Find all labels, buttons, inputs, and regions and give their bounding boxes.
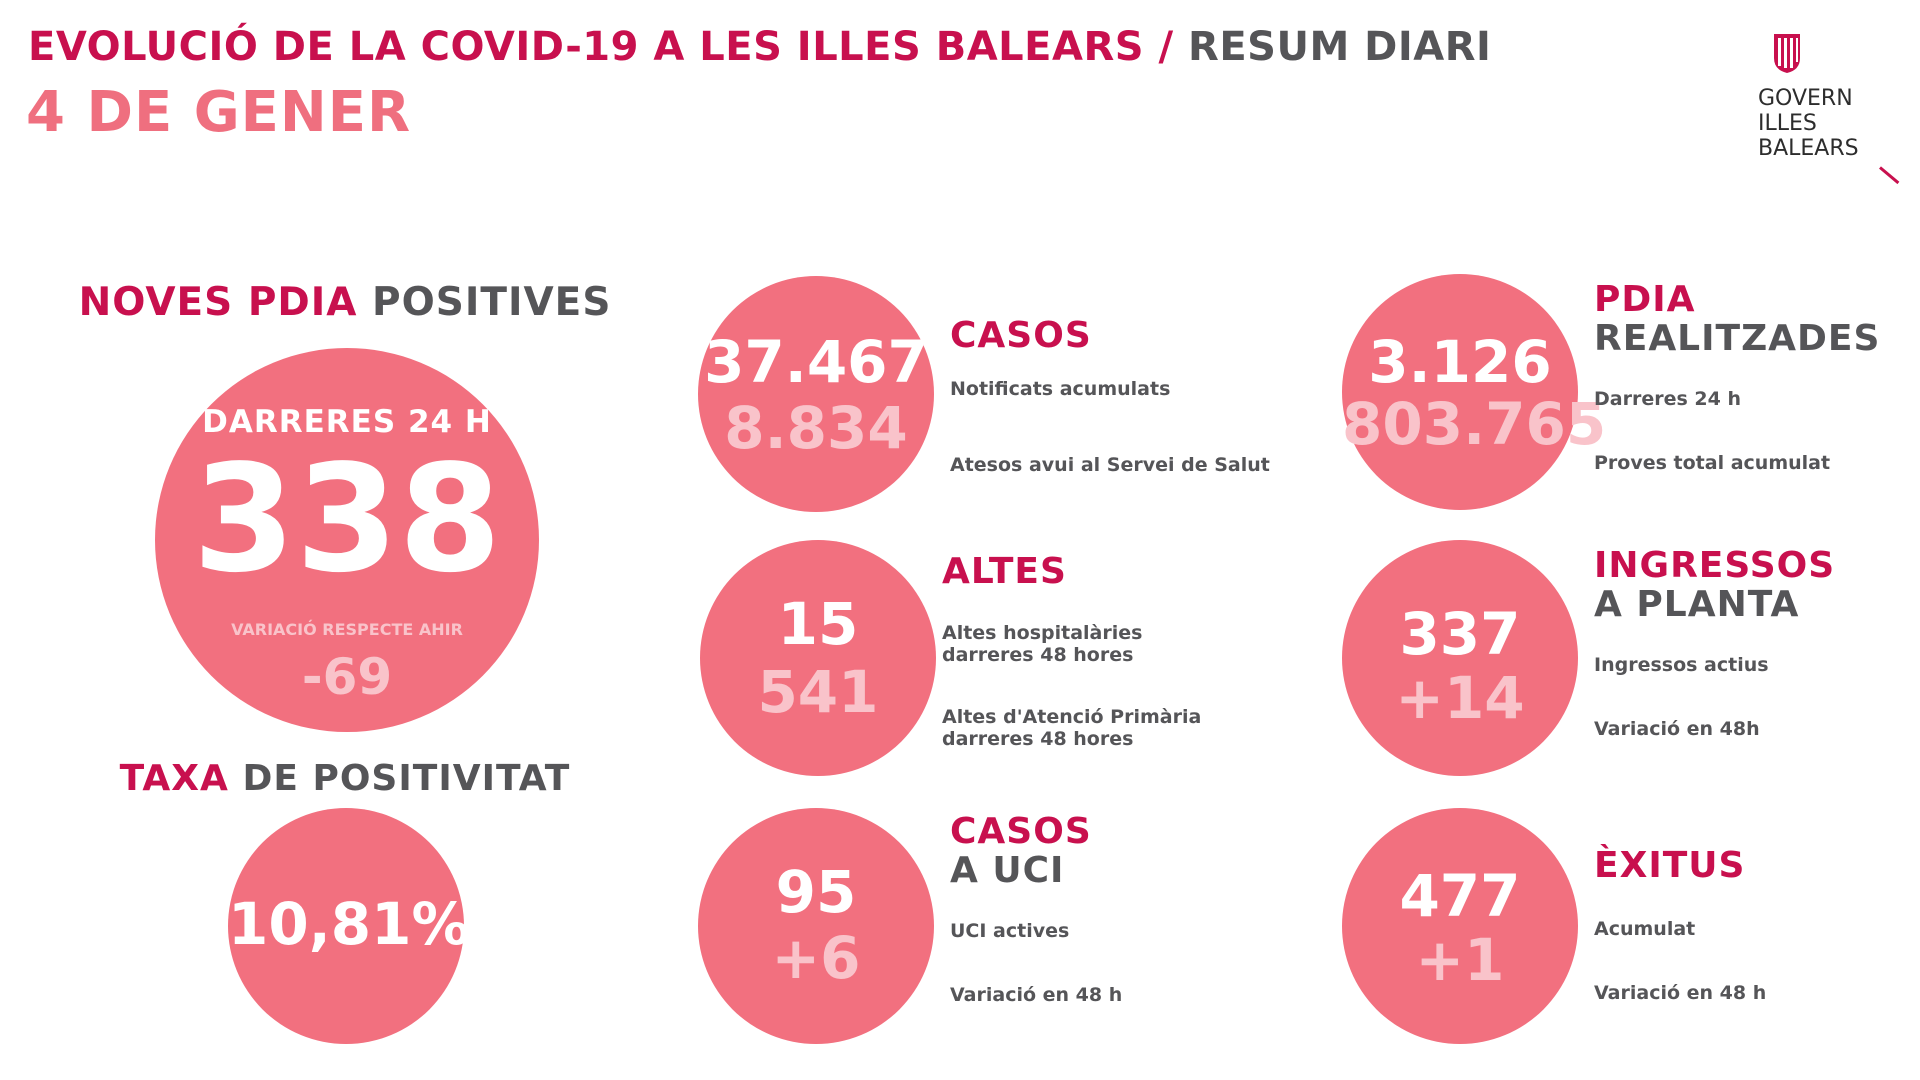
uci-primary: 95 bbox=[775, 858, 857, 926]
altes-circle: 15 541 bbox=[700, 540, 936, 776]
exitus-title: ÈXITUS bbox=[1594, 846, 1745, 885]
altes-label-2-line-2: darreres 48 hores bbox=[942, 728, 1134, 750]
noves-pdia-title-grey: POSITIVES bbox=[372, 280, 612, 325]
altes-primary: 15 bbox=[777, 590, 859, 658]
altes-label-2: Altes d'Atenció Primària darreres 48 hor… bbox=[942, 706, 1201, 750]
coat-of-arms-icon bbox=[1774, 34, 1800, 73]
noves-pdia-circle: DARRERES 24 H 338 VARIACIÓ RESPECTE AHIR… bbox=[155, 348, 539, 732]
report-date: 4 DE GENER bbox=[26, 80, 412, 145]
noves-pdia-variation-label: VARIACIÓ RESPECTE AHIR bbox=[231, 620, 463, 639]
pdia-realitzades-title: PDIA REALITZADES bbox=[1594, 280, 1880, 358]
logo-line-2: ILLES bbox=[1758, 111, 1817, 136]
uci-circle: 95 +6 bbox=[698, 808, 934, 1044]
ingressos-primary: 337 bbox=[1399, 600, 1521, 668]
altes-secondary: 541 bbox=[757, 658, 879, 726]
noves-pdia-title-accent: NOVES PDIA bbox=[78, 280, 358, 325]
altes-label-1-line-1: Altes hospitalàries bbox=[942, 622, 1143, 644]
exitus-primary: 477 bbox=[1399, 862, 1521, 930]
pdia-realitzades-circle: 3.126 803.765 bbox=[1342, 274, 1607, 510]
govern-illes-balears-logo: GOVERN ILLES BALEARS bbox=[1758, 30, 1908, 185]
exitus-circle: 477 +1 bbox=[1342, 808, 1578, 1044]
uci-secondary: +6 bbox=[771, 924, 861, 992]
noves-pdia-period: DARRERES 24 H bbox=[202, 404, 492, 440]
casos-circle: 37.467 8.834 bbox=[698, 276, 934, 512]
casos-title: CASOS bbox=[950, 316, 1092, 355]
uci-label-1: UCI actives bbox=[950, 920, 1070, 942]
casos-primary: 37.467 bbox=[704, 328, 928, 396]
taxa-title: TAXA DE POSITIVITAT bbox=[70, 758, 620, 799]
pdia-realitzades-title-grey: REALITZADES bbox=[1594, 318, 1881, 359]
ingressos-title-grey: A PLANTA bbox=[1594, 584, 1800, 625]
altes-label-2-line-1: Altes d'Atenció Primària bbox=[942, 706, 1202, 728]
casos-title-accent: CASOS bbox=[950, 315, 1092, 356]
noves-pdia-title: NOVES PDIA POSITIVES bbox=[70, 280, 620, 325]
page-title: EVOLUCIÓ DE LA COVID-19 A LES ILLES BALE… bbox=[28, 24, 1491, 70]
uci-title: CASOS A UCI bbox=[950, 812, 1092, 890]
page-title-subtitle: RESUM DIARI bbox=[1188, 24, 1492, 70]
uci-title-grey: A UCI bbox=[950, 850, 1065, 891]
altes-label-1-line-2: darreres 48 hores bbox=[942, 644, 1134, 666]
page-title-accent: EVOLUCIÓ DE LA COVID-19 A LES ILLES BALE… bbox=[28, 24, 1174, 70]
taxa-title-accent: TAXA bbox=[119, 758, 229, 799]
ingressos-title: INGRESSOS A PLANTA bbox=[1594, 546, 1835, 624]
uci-title-accent: CASOS bbox=[950, 811, 1092, 852]
casos-label-2: Atesos avui al Servei de Salut bbox=[950, 454, 1270, 476]
exitus-label-2: Variació en 48 h bbox=[1594, 982, 1767, 1004]
logo-line-3: BALEARS bbox=[1758, 136, 1859, 161]
ingressos-secondary: +14 bbox=[1395, 664, 1525, 732]
ingressos-label-1: Ingressos actius bbox=[1594, 654, 1769, 676]
pdia-realitzades-label-1: Darreres 24 h bbox=[1594, 388, 1741, 410]
ingressos-title-accent: INGRESSOS bbox=[1594, 545, 1836, 586]
casos-secondary: 8.834 bbox=[724, 394, 908, 462]
altes-title: ALTES bbox=[942, 552, 1067, 591]
taxa-title-grey: DE POSITIVITAT bbox=[242, 758, 571, 799]
exitus-title-accent: ÈXITUS bbox=[1594, 845, 1746, 886]
logo-text: GOVERN ILLES BALEARS bbox=[1758, 86, 1859, 161]
logo-line-1: GOVERN bbox=[1758, 86, 1853, 111]
uci-label-2: Variació en 48 h bbox=[950, 984, 1123, 1006]
altes-label-1: Altes hospitalàries darreres 48 hores bbox=[942, 622, 1142, 666]
noves-pdia-variation: -69 bbox=[301, 648, 393, 706]
ingressos-label-2: Variació en 48h bbox=[1594, 718, 1760, 740]
altes-title-accent: ALTES bbox=[942, 551, 1067, 592]
pdia-realitzades-primary: 3.126 bbox=[1368, 328, 1552, 396]
noves-pdia-value: 338 bbox=[192, 433, 502, 605]
pdia-realitzades-label-2: Proves total acumulat bbox=[1594, 452, 1831, 474]
exitus-secondary: +1 bbox=[1415, 926, 1505, 994]
exitus-label-1: Acumulat bbox=[1594, 918, 1696, 940]
taxa-value: 10,81% bbox=[228, 890, 470, 958]
pdia-realitzades-secondary: 803.765 bbox=[1342, 390, 1607, 458]
pdia-realitzades-title-accent: PDIA bbox=[1594, 279, 1696, 320]
taxa-circle: 10,81% bbox=[228, 808, 470, 1044]
ingressos-circle: 337 +14 bbox=[1342, 540, 1578, 776]
logo-slash bbox=[1879, 166, 1900, 185]
casos-label-1: Notificats acumulats bbox=[950, 378, 1171, 400]
